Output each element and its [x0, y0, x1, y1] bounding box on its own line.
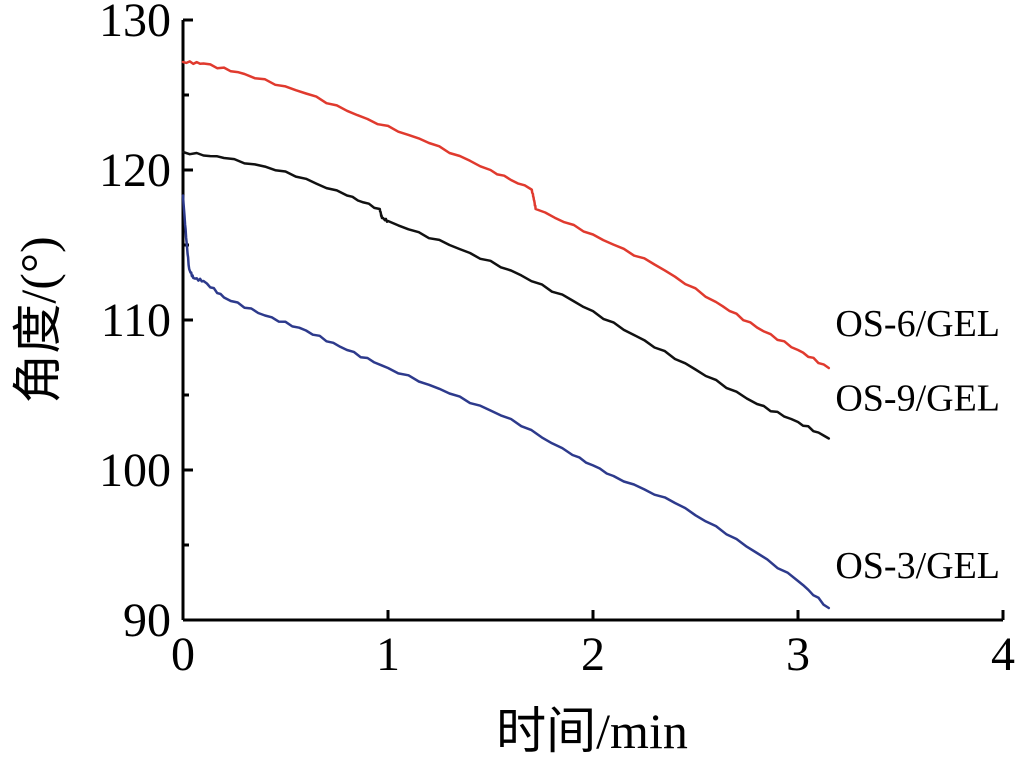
y-tick-label: 100 — [99, 444, 171, 497]
x-tick-label: 2 — [581, 628, 605, 681]
series-labels: OS-6/GEL OS-9/GEL OS-3/GEL — [835, 303, 1000, 587]
series-label: OS-9/GEL — [835, 378, 1000, 420]
y-tick-label: 120 — [99, 144, 171, 197]
y-tick-label: 90 — [123, 594, 171, 647]
series-label: OS-6/GEL — [835, 303, 1000, 345]
x-tick-label: 1 — [376, 628, 400, 681]
x-tick-label: 3 — [786, 628, 810, 681]
y-axis-title: 角度/(°) — [10, 236, 66, 403]
y-tick-label: 110 — [101, 294, 171, 347]
x-tick-label: 0 — [171, 628, 195, 681]
series-line-3 — [181, 194, 831, 610]
series-line-1 — [181, 60, 831, 370]
x-axis-title: 时间/min — [496, 703, 688, 758]
x-tick-label: 4 — [991, 628, 1015, 681]
series-line-2 — [181, 150, 831, 440]
series-label: OS-3/GEL — [835, 545, 1000, 587]
y-tick-label: 130 — [99, 0, 171, 47]
axes: 0 1 2 3 4 90 100 110 120 130 — [99, 0, 1015, 681]
series-layer — [181, 60, 831, 610]
